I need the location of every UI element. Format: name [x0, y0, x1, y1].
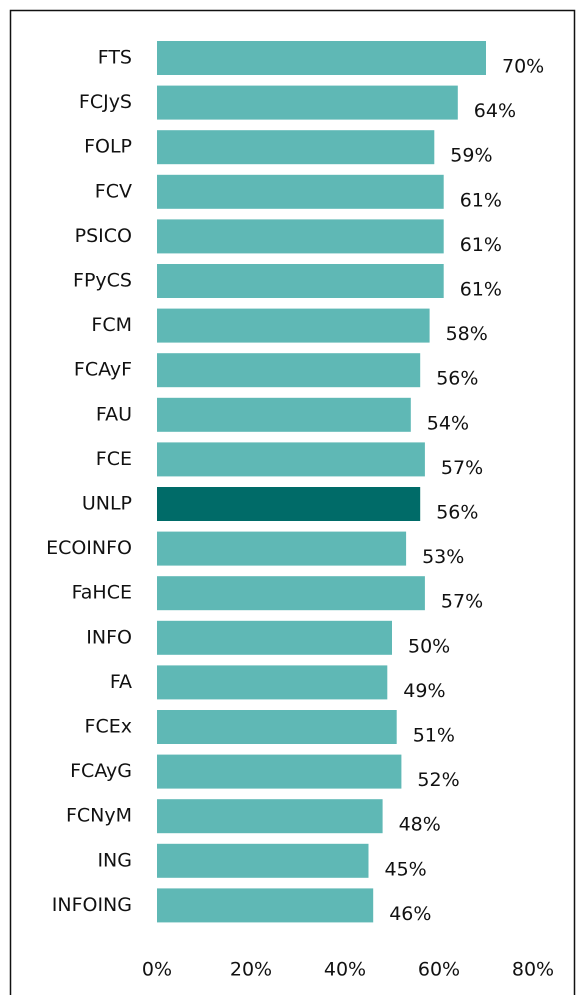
value-label: 70%	[502, 56, 544, 78]
bar	[157, 843, 369, 878]
bar	[157, 487, 421, 521]
y-tick-label: INFOING	[52, 894, 132, 916]
bar	[157, 620, 392, 655]
value-label: 56%	[436, 368, 478, 390]
value-label: 53%	[422, 546, 464, 568]
value-label: 59%	[450, 145, 492, 167]
bar	[157, 353, 421, 388]
value-label: 49%	[403, 680, 445, 702]
bar	[157, 665, 388, 700]
value-label: 54%	[427, 412, 469, 434]
y-tick-label: FOLP	[84, 136, 132, 158]
y-tick-label: INFO	[86, 626, 132, 648]
value-label: 57%	[441, 457, 483, 479]
bar	[157, 41, 486, 75]
y-tick-label: FCV	[95, 180, 132, 202]
value-label: 50%	[408, 635, 450, 657]
bar	[157, 397, 411, 432]
x-tick-label: 60%	[418, 959, 460, 981]
value-label: 46%	[389, 903, 431, 925]
y-tick-label: FCJyS	[79, 91, 132, 113]
y-tick-label: FCEx	[85, 716, 132, 738]
y-tick-label: FaHCE	[72, 582, 132, 604]
y-tick-label: FCM	[91, 314, 132, 336]
bar	[157, 799, 383, 834]
frame	[9, 9, 576, 995]
y-tick-label: FCAyF	[74, 359, 132, 381]
bar	[157, 308, 430, 343]
value-label: 61%	[460, 279, 502, 301]
x-tick-label: 20%	[230, 959, 272, 981]
x-tick-label: 0%	[142, 959, 172, 981]
y-tick-label: FAU	[96, 403, 132, 425]
y-tick-label: ING	[97, 849, 132, 871]
bar	[157, 888, 374, 923]
bar	[157, 754, 402, 789]
y-tick-label: FCAyG	[70, 760, 132, 782]
bar	[157, 576, 425, 611]
bar	[157, 442, 425, 477]
y-tick-label: FCE	[96, 448, 132, 470]
bar	[157, 130, 435, 165]
value-label: 57%	[441, 591, 483, 613]
y-tick-label: ECOINFO	[46, 537, 132, 559]
x-tick-label: 80%	[512, 959, 554, 981]
bar	[157, 174, 444, 209]
bar	[157, 710, 397, 744]
bar	[157, 264, 444, 298]
value-label: 48%	[399, 814, 441, 836]
value-label: 45%	[385, 858, 427, 880]
y-tick-label: FCNyM	[66, 805, 132, 827]
value-label: 56%	[436, 502, 478, 524]
value-label: 61%	[460, 189, 502, 211]
bar	[157, 219, 444, 254]
x-tick-label: 40%	[324, 959, 366, 981]
y-tick-label: FA	[110, 671, 132, 693]
value-label: 61%	[460, 234, 502, 256]
value-label: 58%	[446, 323, 488, 345]
y-tick-label: PSICO	[75, 225, 132, 247]
y-tick-label: UNLP	[82, 493, 132, 515]
value-label: 52%	[417, 769, 459, 791]
y-tick-label: FTS	[98, 47, 132, 69]
value-label: 64%	[474, 100, 516, 122]
y-tick-label: FPyCS	[73, 270, 132, 292]
value-label: 51%	[413, 725, 455, 747]
bar	[157, 85, 458, 120]
bar	[157, 531, 407, 566]
